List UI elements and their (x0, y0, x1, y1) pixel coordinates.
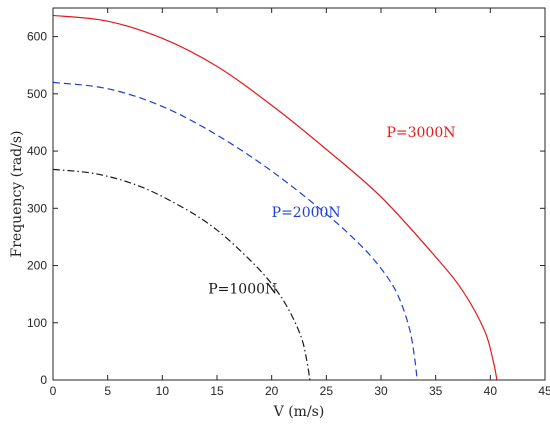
x-tick-label: 10 (156, 384, 170, 398)
x-axis-title: V (m/s) (273, 404, 325, 420)
x-tick-label: 0 (50, 384, 57, 398)
y-axis-title: Frequency (rad/s) (9, 131, 25, 258)
y-tick-label: 300 (27, 201, 47, 215)
series-line-p2000n (52, 81, 418, 381)
plot-frame (52, 7, 546, 381)
series-line-p3000n (52, 14, 498, 381)
y-tick-label: 0 (40, 373, 47, 387)
series-label-p2000: P=2000N (272, 205, 341, 221)
y-tick-label: 400 (27, 144, 47, 158)
y-tick-label: 100 (27, 316, 47, 330)
x-tick-label: 35 (429, 384, 443, 398)
ticks-group: 0 5 10 15 20 25 30 35 40 45 0 100 200 300 400 500 600 (27, 8, 550, 398)
series-label-p1000: P=1000N (208, 282, 277, 298)
x-tick-label: 30 (374, 384, 388, 398)
x-tick-label: 20 (265, 384, 279, 398)
y-tick-label: 200 (27, 259, 47, 273)
y-tick-label: 600 (27, 30, 47, 44)
series-label-p3000: P=3000N (386, 125, 455, 141)
x-tick-label: 45 (538, 384, 550, 398)
series-line-p1000n (52, 168, 311, 381)
x-tick-label: 40 (484, 384, 498, 398)
series-group (52, 14, 498, 381)
x-tick-label: 25 (320, 384, 334, 398)
x-tick-label: 5 (104, 384, 111, 398)
x-tick-label: 15 (210, 384, 224, 398)
y-tick-label: 500 (27, 87, 47, 101)
